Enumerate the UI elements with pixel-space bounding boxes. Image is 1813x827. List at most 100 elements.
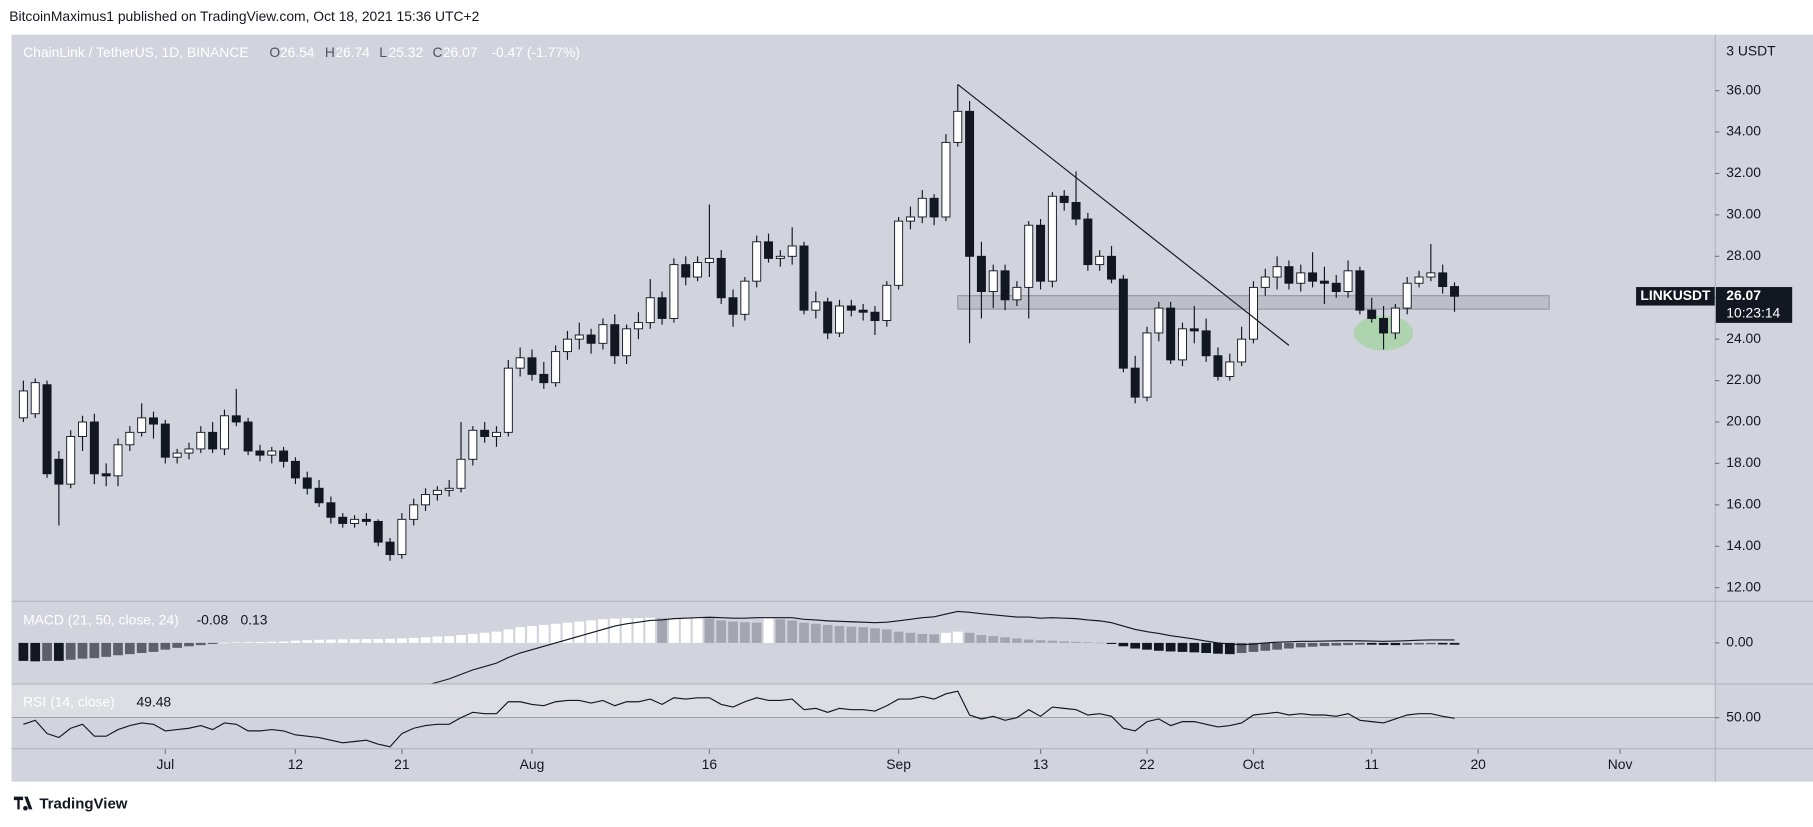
macd-histogram-bar xyxy=(456,635,466,643)
symbol-title: ChainLink / TetherUS, 1D, BINANCE xyxy=(23,44,248,60)
candle-body xyxy=(1201,330,1211,357)
candle-body xyxy=(113,444,123,477)
macd-histogram-bar xyxy=(113,642,123,656)
macd-histogram-bar xyxy=(657,618,667,643)
macd-histogram-bar xyxy=(219,642,230,644)
candle-body xyxy=(492,431,501,437)
ohlc-letter: L xyxy=(379,44,387,60)
macd-histogram-bar xyxy=(1213,642,1223,654)
y-tick-label: 18.00 xyxy=(1726,454,1761,470)
candle-body xyxy=(373,520,383,543)
candle-body xyxy=(456,458,466,489)
candle-body xyxy=(361,518,371,522)
macd-histogram-bar xyxy=(65,642,76,660)
macd-histogram-bar xyxy=(361,639,372,643)
x-tick-label: 13 xyxy=(1033,756,1049,772)
macd-histogram-bar xyxy=(302,640,313,643)
candle-body xyxy=(693,262,703,278)
macd-histogram-bar xyxy=(243,642,253,643)
macd-title: MACD (21, 50, close, 24) xyxy=(23,612,179,628)
macd-histogram-bar xyxy=(290,640,301,643)
macd-histogram-bar xyxy=(195,642,206,646)
candle-body xyxy=(1319,280,1329,284)
candle-body xyxy=(78,421,88,437)
y-tick-label: 24.00 xyxy=(1726,330,1761,346)
macd-histogram-bar xyxy=(207,642,218,645)
candle-body xyxy=(835,305,844,334)
candle-body xyxy=(823,301,833,334)
candle-body xyxy=(89,421,99,475)
candle-body xyxy=(527,357,537,375)
candle-body xyxy=(1059,195,1069,203)
macd-histogram-bar xyxy=(834,626,845,643)
candle-body xyxy=(787,245,797,257)
candle-body xyxy=(421,494,431,506)
macd-histogram-bar xyxy=(1012,638,1022,643)
macd-histogram-bar xyxy=(881,629,892,643)
candle-body xyxy=(1331,282,1341,292)
macd-histogram-bar xyxy=(1319,642,1330,647)
candle-body xyxy=(1260,276,1270,288)
macd-histogram-bar xyxy=(905,632,916,643)
candle-body xyxy=(314,487,324,504)
macd-histogram-bar xyxy=(1248,642,1259,652)
candle-body xyxy=(1000,270,1010,301)
macd-histogram-bar xyxy=(1449,642,1460,645)
macd-histogram-bar xyxy=(822,624,833,643)
candle-body xyxy=(1071,202,1081,220)
candle-body xyxy=(1118,278,1128,369)
macd-histogram-bar xyxy=(680,618,691,643)
candle-body xyxy=(622,328,632,357)
candle-body xyxy=(101,473,111,477)
macd-histogram-bar xyxy=(917,633,928,643)
macd-histogram-bar xyxy=(669,618,679,643)
candle-body xyxy=(905,216,915,222)
macd-histogram-bar xyxy=(1059,641,1070,643)
trendline xyxy=(957,83,1290,346)
ohlc-value: 26.74 xyxy=(335,44,370,60)
candle-body xyxy=(1450,286,1459,297)
candle-body xyxy=(279,450,289,462)
candle-body xyxy=(302,477,312,489)
macd-histogram-value: -0.08 xyxy=(197,612,229,628)
ohlc-letter: H xyxy=(325,44,335,60)
candle-body xyxy=(976,255,986,292)
brand-logo xyxy=(13,796,33,811)
candle-body xyxy=(704,257,714,263)
candle-body xyxy=(66,436,76,485)
candle-body xyxy=(1036,224,1046,282)
macd-line xyxy=(431,610,1455,684)
candle-body xyxy=(870,311,880,321)
macd-histogram-bar xyxy=(1284,642,1294,649)
macd-histogram-bar xyxy=(1130,642,1141,649)
macd-histogram-bar xyxy=(728,621,738,643)
macd-histogram-bar xyxy=(408,637,419,643)
candle-body xyxy=(160,423,170,458)
macd-histogram-bar xyxy=(432,636,443,643)
macd-histogram-bar xyxy=(988,636,999,643)
macd-histogram-bar xyxy=(846,626,857,643)
candle-body xyxy=(669,264,679,319)
macd-histogram-bar xyxy=(775,619,786,643)
candle-body xyxy=(397,518,407,556)
macd-histogram-bar xyxy=(1272,642,1282,650)
candle-body xyxy=(267,450,277,456)
candle-body xyxy=(208,431,218,450)
candle-body xyxy=(432,489,442,495)
candle-body xyxy=(598,324,608,344)
overlay: 12.0014.0016.0018.0020.0022.0024.0026.00… xyxy=(23,43,1793,772)
brand-name: TradingView xyxy=(39,796,127,813)
candle-body xyxy=(716,257,726,299)
candle-body xyxy=(764,241,774,259)
candle-body xyxy=(54,458,64,485)
symbol-label: LINKUSDT xyxy=(1640,287,1711,303)
candle-body xyxy=(965,110,975,257)
macd-histogram-bar xyxy=(231,642,242,644)
macd-histogram-bar xyxy=(326,639,336,643)
macd-histogram-bar xyxy=(550,623,561,643)
candle-body xyxy=(1130,367,1140,398)
candle-body xyxy=(681,264,691,278)
macd-histogram-bar xyxy=(1177,642,1188,652)
candle-body xyxy=(1414,276,1424,284)
y-tick-label: 20.00 xyxy=(1726,413,1761,429)
